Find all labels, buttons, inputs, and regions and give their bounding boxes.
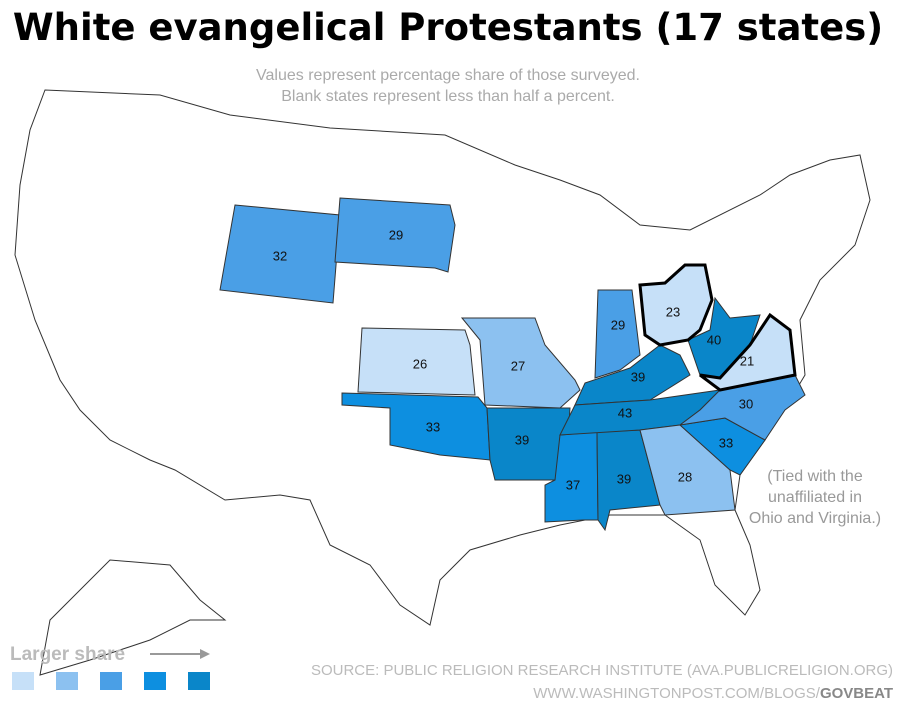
state-value: 30 [739, 396, 753, 411]
state-value: 29 [389, 227, 403, 242]
state-value: 33 [426, 419, 440, 434]
state-value: 39 [515, 432, 529, 447]
state [699, 312, 797, 392]
note-line: Ohio and Virginia.) [749, 510, 881, 527]
legend-label: Larger share [10, 644, 125, 665]
state-labels: 32 29 26 27 33 29 39 39 37 39 43 28 33 30 40 23 21 [273, 227, 754, 492]
legend [12, 672, 210, 690]
state [334, 197, 456, 273]
state-value: 26 [413, 356, 427, 371]
note: (Tied with the unaffiliated in Ohio and … [749, 468, 881, 527]
state-value: 27 [511, 358, 525, 373]
legend-swatch [12, 672, 34, 690]
legend-arrowhead [200, 649, 210, 659]
legend-swatch [56, 672, 78, 690]
state [594, 289, 641, 379]
state [357, 327, 476, 396]
state-value: 29 [611, 317, 625, 332]
state [341, 392, 491, 461]
legend-swatch [100, 672, 122, 690]
note-line: unaffiliated in [768, 489, 862, 506]
state-value: 40 [707, 332, 721, 347]
credit-brand: GOVBEAT [820, 685, 893, 702]
legend-swatch [188, 672, 210, 690]
states [219, 197, 806, 532]
state-value: 32 [273, 248, 287, 263]
note-line: (Tied with the [767, 468, 863, 485]
source: SOURCE: PUBLIC RELIGION RESEARCH INSTITU… [311, 662, 893, 679]
legend-swatch [144, 672, 166, 690]
state [219, 204, 341, 304]
state-value: 43 [618, 405, 632, 420]
subtitle: Values represent percentage share of tho… [256, 67, 640, 84]
state-value: 21 [740, 353, 754, 368]
state-value: 28 [678, 469, 692, 484]
state-value: 23 [666, 304, 680, 319]
subtitle: Blank states represent less than half a … [281, 88, 615, 105]
credit-url: WWW.WASHINGTONPOST.COM/BLOGS/ [533, 685, 821, 702]
state-value: 37 [566, 477, 580, 492]
state-value: 39 [617, 471, 631, 486]
credit: WWW.WASHINGTONPOST.COM/BLOGS/GOVBEAT [533, 685, 893, 702]
state-value: 33 [719, 435, 733, 450]
alaska-outline [39, 559, 227, 676]
state [460, 317, 581, 409]
state [638, 263, 714, 347]
state-value: 39 [631, 369, 645, 384]
title: White evangelical Protestants (17 states… [13, 6, 883, 49]
